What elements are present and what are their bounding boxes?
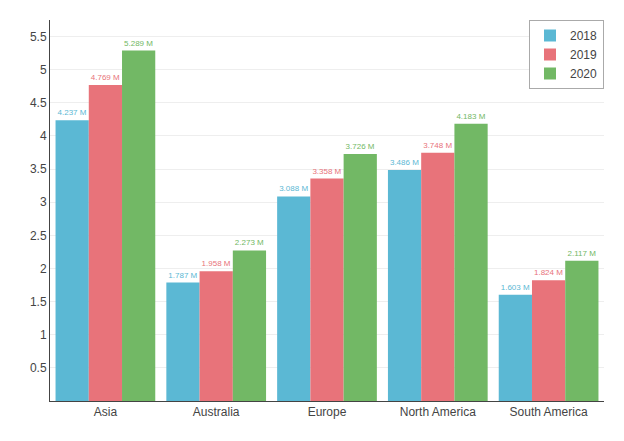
svg-text:4.5: 4.5 [30,96,47,110]
svg-text:3.748 M: 3.748 M [423,141,452,150]
svg-text:3.726 M: 3.726 M [346,142,375,151]
svg-text:4.769 M: 4.769 M [91,73,120,82]
svg-text:5: 5 [40,63,47,77]
svg-text:3.358 M: 3.358 M [312,167,341,176]
svg-text:2.117 M: 2.117 M [568,249,597,258]
svg-text:South America: South America [510,405,588,419]
svg-text:1.958 M: 1.958 M [202,259,231,268]
svg-text:2.273 M: 2.273 M [235,238,264,247]
svg-text:North America: North America [400,405,476,419]
svg-text:5.289 M: 5.289 M [124,39,153,48]
svg-text:2019: 2019 [570,48,597,62]
svg-text:4.183 M: 4.183 M [456,112,485,121]
svg-text:Asia: Asia [94,405,118,419]
svg-text:3.088 M: 3.088 M [279,184,308,193]
svg-text:0.5: 0.5 [30,361,47,375]
svg-text:4: 4 [40,129,47,143]
svg-text:1: 1 [40,328,47,342]
svg-text:1.787 M: 1.787 M [168,271,197,280]
svg-text:3.486 M: 3.486 M [390,158,419,167]
svg-text:5.5: 5.5 [30,30,47,44]
svg-text:Australia: Australia [193,405,240,419]
svg-text:2.5: 2.5 [30,229,47,243]
svg-text:1.824 M: 1.824 M [534,268,563,277]
svg-text:3: 3 [40,195,47,209]
svg-text:2020: 2020 [570,67,597,81]
svg-text:Europe: Europe [308,405,347,419]
svg-text:4.237 M: 4.237 M [58,108,87,117]
svg-text:1.5: 1.5 [30,295,47,309]
svg-text:1.603 M: 1.603 M [501,283,530,292]
svg-text:2: 2 [40,262,47,276]
svg-text:3.5: 3.5 [30,162,47,176]
svg-text:2018: 2018 [570,29,597,43]
